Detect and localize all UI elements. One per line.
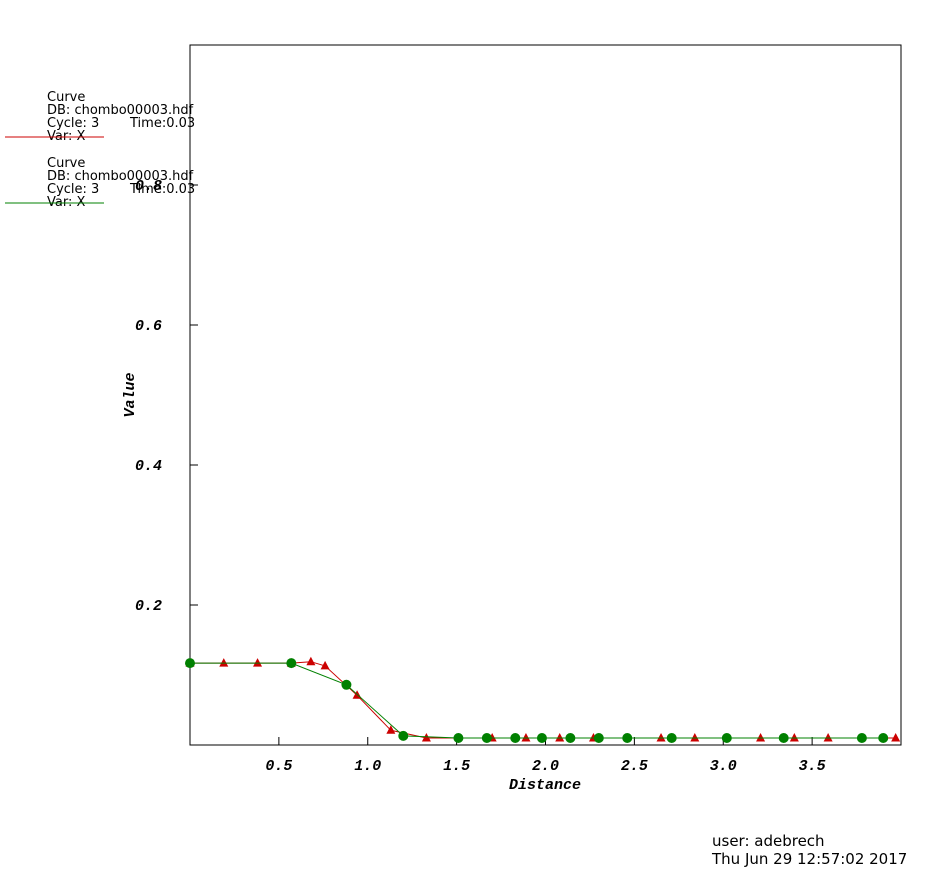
marker xyxy=(521,733,531,742)
marker xyxy=(510,733,521,743)
marker xyxy=(856,733,867,743)
legend-time: Time:0.03 xyxy=(129,182,195,197)
marker xyxy=(253,658,263,667)
marker xyxy=(891,733,901,742)
x-tick-label: 2.5 xyxy=(621,758,648,775)
x-tick-label: 2.0 xyxy=(532,758,559,775)
marker xyxy=(320,660,330,670)
legend-cycle: Cycle: 3 xyxy=(47,182,99,197)
marker xyxy=(555,733,565,742)
marker xyxy=(756,733,766,742)
marker xyxy=(219,658,229,667)
footer-date: Thu Jun 29 12:57:02 2017 xyxy=(711,850,907,868)
marker xyxy=(286,658,297,669)
footer-user: user: adebrech xyxy=(712,832,825,850)
marker xyxy=(453,733,464,743)
curve-line xyxy=(190,661,896,739)
y-tick-label: 0.6 xyxy=(135,318,162,335)
x-axis-label: Distance xyxy=(509,777,581,794)
y-tick-label: 0.2 xyxy=(135,598,162,615)
marker xyxy=(481,733,492,743)
marker xyxy=(185,658,195,669)
marker xyxy=(878,733,889,743)
marker xyxy=(721,733,732,743)
x-tick-label: 1.5 xyxy=(443,758,470,775)
curve-line xyxy=(190,662,884,739)
y-tick-label: 0.4 xyxy=(135,458,162,475)
marker xyxy=(565,733,576,743)
marker xyxy=(690,733,700,742)
legend-cycle: Cycle: 3 xyxy=(47,116,99,131)
marker xyxy=(656,733,666,742)
y-axis-label: Value xyxy=(122,372,139,417)
marker xyxy=(386,725,396,734)
marker xyxy=(666,733,677,743)
marker xyxy=(823,733,833,742)
marker xyxy=(536,733,547,743)
legend-db: DB: chombo00003.hdf xyxy=(47,103,194,118)
y-tick-label: 0.8 xyxy=(135,178,162,195)
marker xyxy=(398,730,409,741)
x-tick-label: 3.0 xyxy=(710,758,737,775)
x-tick-label: 3.5 xyxy=(799,758,826,775)
legend-time: Time:0.03 xyxy=(129,116,195,131)
marker xyxy=(593,733,604,743)
legend-name: Curve xyxy=(47,156,85,171)
x-tick-label: 0.5 xyxy=(265,758,292,775)
marker xyxy=(306,656,316,666)
marker xyxy=(789,733,799,742)
marker xyxy=(622,733,633,743)
x-tick-label: 1.0 xyxy=(354,758,381,775)
marker xyxy=(341,679,352,690)
marker xyxy=(778,733,789,743)
plot-frame xyxy=(189,44,902,746)
legend-name: Curve xyxy=(47,90,85,105)
legend-db: DB: chombo00003.hdf xyxy=(47,169,194,184)
